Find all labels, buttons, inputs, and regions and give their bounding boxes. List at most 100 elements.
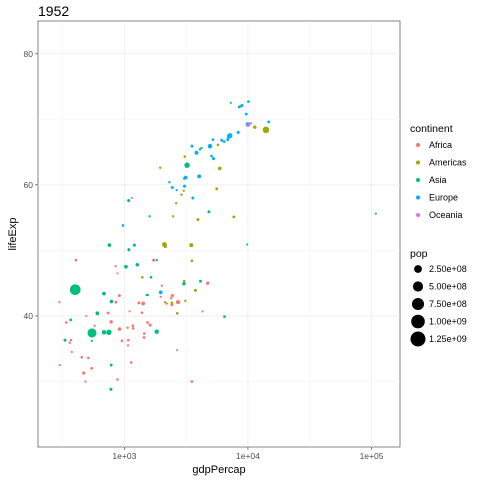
data-point-africa bbox=[190, 380, 194, 383]
legend-color-key bbox=[416, 143, 420, 147]
data-point-europe bbox=[244, 112, 248, 116]
data-point-asia bbox=[145, 293, 148, 297]
data-point-americas bbox=[175, 311, 179, 315]
data-point-africa bbox=[58, 363, 61, 367]
data-point-asia bbox=[184, 162, 190, 168]
data-point-africa bbox=[84, 380, 87, 383]
data-point-africa bbox=[65, 321, 68, 324]
data-point-africa bbox=[141, 301, 146, 306]
data-point-europe bbox=[211, 138, 215, 141]
y-tick-label: 40 bbox=[24, 311, 34, 321]
data-point-africa bbox=[116, 272, 119, 275]
data-point-africa bbox=[114, 300, 118, 304]
legend-color-key bbox=[416, 213, 420, 217]
data-point-africa bbox=[74, 258, 78, 262]
data-point-africa bbox=[148, 323, 152, 327]
y-axis-title: lifeExp bbox=[7, 217, 19, 250]
legend-size-key bbox=[410, 331, 426, 347]
data-point-europe bbox=[237, 105, 241, 109]
legend-size-label: 1.25e+09 bbox=[429, 334, 467, 344]
data-point-americas bbox=[182, 189, 185, 192]
data-point-europe bbox=[229, 101, 232, 104]
legend-color-label: Europe bbox=[429, 193, 458, 203]
data-point-asia bbox=[106, 329, 112, 335]
legend-size-label: 1.00e+09 bbox=[429, 317, 467, 327]
data-point-europe bbox=[240, 103, 244, 108]
data-point-americas bbox=[141, 275, 144, 279]
legend-color-title: continent bbox=[410, 123, 453, 135]
legend-size-label: 5.00e+08 bbox=[429, 282, 467, 292]
x-tick-label: 1e+04 bbox=[236, 451, 260, 461]
data-point-africa bbox=[69, 338, 73, 342]
data-point-europe bbox=[267, 120, 271, 124]
data-point-africa bbox=[80, 355, 84, 359]
data-point-africa bbox=[170, 303, 174, 307]
data-point-europe bbox=[121, 224, 125, 227]
data-point-africa bbox=[137, 301, 141, 305]
data-point-americas bbox=[180, 193, 183, 196]
data-point-africa bbox=[114, 264, 117, 268]
legend-size-key bbox=[411, 297, 425, 311]
data-point-americas bbox=[253, 125, 257, 129]
data-point-americas bbox=[196, 218, 200, 222]
data-point-africa bbox=[82, 371, 86, 375]
data-point-asia bbox=[109, 363, 113, 367]
grid-major bbox=[38, 21, 400, 447]
legend-size-label: 7.50e+08 bbox=[429, 299, 467, 309]
data-point-africa bbox=[118, 294, 121, 298]
data-point-africa bbox=[128, 310, 131, 313]
legend-color-entries: Africa Americas Asia Europe Oceania bbox=[416, 140, 467, 220]
legend-size-key bbox=[411, 314, 425, 329]
data-point-asia bbox=[127, 248, 131, 252]
legend-size-label: 2.50e+08 bbox=[429, 264, 467, 274]
legend-color-label: Africa bbox=[429, 140, 452, 150]
data-point-africa bbox=[106, 312, 109, 315]
data-point-africa bbox=[68, 341, 72, 345]
x-tick-label: 1e+05 bbox=[360, 451, 384, 461]
data-point-americas bbox=[232, 215, 236, 219]
data-point-americas bbox=[193, 288, 197, 292]
data-point-africa bbox=[131, 324, 135, 328]
chart-title: 1952 bbox=[38, 3, 69, 19]
data-point-europe bbox=[158, 290, 163, 295]
legend: continent Africa Americas Asia Europe Oceani… bbox=[410, 123, 467, 347]
data-point-africa bbox=[120, 339, 124, 343]
data-point-africa bbox=[163, 300, 167, 304]
data-point-europe bbox=[184, 175, 188, 180]
data-point-europe bbox=[226, 138, 230, 142]
data-point-europe bbox=[222, 140, 226, 143]
data-point-asia bbox=[223, 315, 226, 318]
y-axis-ticks: 40 60 80 bbox=[24, 49, 38, 321]
data-point-asia bbox=[69, 318, 73, 322]
data-point-asia bbox=[182, 282, 186, 286]
data-point-africa bbox=[131, 327, 135, 330]
data-point-europe bbox=[227, 133, 233, 139]
data-point-europe bbox=[148, 215, 151, 218]
data-point-asia bbox=[168, 181, 171, 184]
data-point-americas bbox=[165, 302, 168, 305]
data-point-africa bbox=[176, 348, 179, 352]
data-point-africa bbox=[160, 284, 164, 287]
legend-color-label: Americas bbox=[429, 158, 467, 168]
legend-size-entries: 2.50e+08 5.00e+08 7.50e+08 1.00e+09 1.25e+09 bbox=[410, 264, 467, 347]
legend-size-title: pop bbox=[410, 248, 428, 260]
legend-size-key bbox=[414, 265, 422, 273]
data-point-americas bbox=[175, 202, 178, 205]
x-axis-ticks: 1e+03 1e+04 1e+05 bbox=[112, 447, 384, 461]
data-point-asia bbox=[95, 311, 100, 316]
data-point-africa bbox=[70, 350, 73, 354]
data-point-africa bbox=[93, 324, 96, 327]
data-point-europe bbox=[210, 154, 213, 158]
data-point-asia bbox=[107, 243, 112, 247]
data-point-asia bbox=[101, 330, 107, 335]
data-point-asia bbox=[69, 284, 81, 296]
data-point-americas bbox=[171, 215, 175, 218]
data-point-europe bbox=[191, 196, 195, 200]
data-point-africa bbox=[175, 300, 181, 305]
data-point-oceania bbox=[246, 123, 250, 127]
data-point-asia bbox=[198, 148, 202, 151]
data-point-asia bbox=[109, 299, 114, 304]
data-point-europe bbox=[236, 130, 240, 134]
data-point-asia bbox=[155, 259, 158, 262]
